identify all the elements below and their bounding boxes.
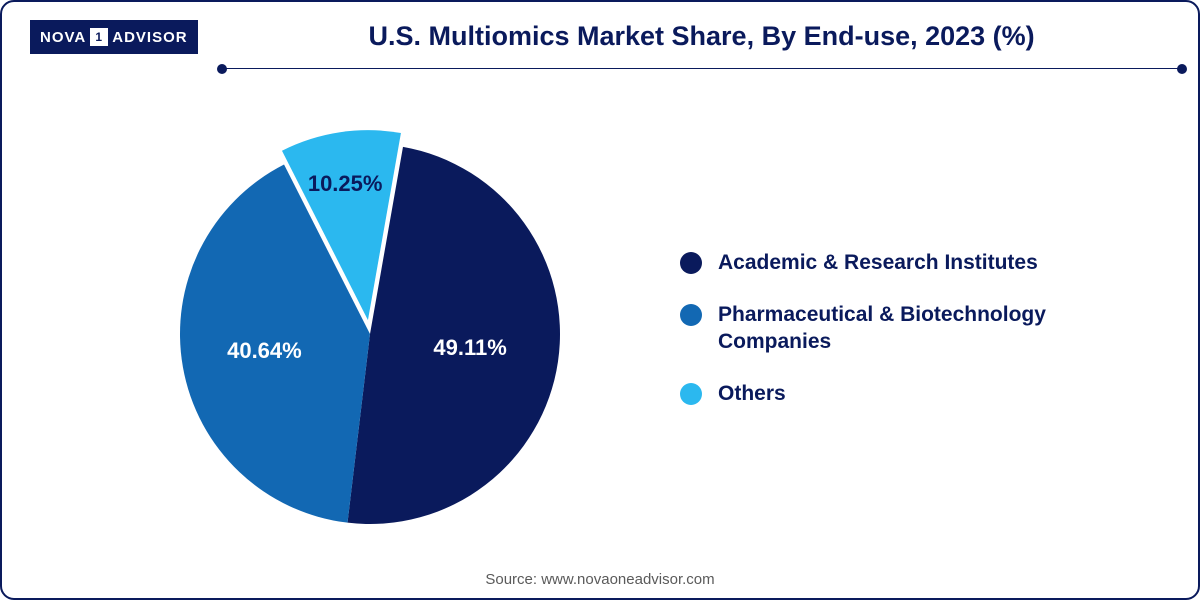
- slice-label: 49.11%: [433, 335, 506, 361]
- title-wrap: U.S. Multiomics Market Share, By End-use…: [222, 20, 1182, 84]
- slice-label: 40.64%: [227, 338, 302, 364]
- legend-item: Pharmaceutical & Biotechnology Companies: [680, 302, 1110, 355]
- divider-dot-right: [1177, 64, 1187, 74]
- divider-line: [222, 68, 1182, 69]
- legend-item: Others: [680, 381, 1110, 407]
- legend-label: Others: [718, 381, 786, 407]
- legend-swatch: [680, 383, 702, 405]
- header-row: NOVA 1 ADVISOR U.S. Multiomics Market Sh…: [30, 20, 1170, 84]
- legend-swatch: [680, 304, 702, 326]
- pie-chart-area: 49.11% 40.64% 10.25%: [30, 109, 670, 549]
- logo-right: ADVISOR: [112, 29, 187, 46]
- title-divider: [222, 64, 1182, 74]
- chart-card: NOVA 1 ADVISOR U.S. Multiomics Market Sh…: [0, 0, 1200, 600]
- legend-item: Academic & Research Institutes: [680, 250, 1110, 276]
- content-row: 49.11% 40.64% 10.25% Academic & Research I…: [30, 86, 1170, 571]
- divider-dot-left: [217, 64, 227, 74]
- logo-left: NOVA: [40, 29, 86, 46]
- legend-label: Pharmaceutical & Biotechnology Companies: [718, 302, 1110, 355]
- legend-swatch: [680, 252, 702, 274]
- source-text: Source: www.novaoneadvisor.com: [30, 571, 1170, 590]
- legend-label: Academic & Research Institutes: [718, 250, 1038, 276]
- brand-logo: NOVA 1 ADVISOR: [30, 20, 198, 54]
- chart-title: U.S. Multiomics Market Share, By End-use…: [222, 20, 1182, 52]
- legend: Academic & Research Institutes Pharmaceut…: [670, 250, 1110, 407]
- logo-box: 1: [90, 28, 108, 46]
- slice-label: 10.25%: [308, 171, 383, 197]
